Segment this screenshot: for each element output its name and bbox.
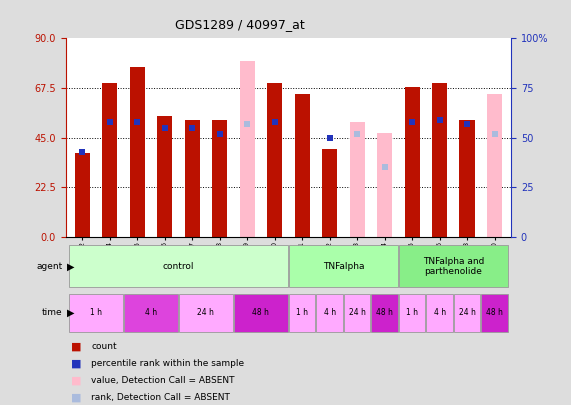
Text: ■: ■ <box>71 375 82 385</box>
Bar <box>322 149 337 237</box>
Bar <box>179 294 233 332</box>
Bar <box>481 294 508 332</box>
Text: 48 h: 48 h <box>252 308 270 318</box>
Point <box>380 164 389 171</box>
Text: percentile rank within the sample: percentile rank within the sample <box>91 359 244 368</box>
Text: 24 h: 24 h <box>198 308 214 318</box>
Text: ▶: ▶ <box>67 308 74 318</box>
Bar <box>404 87 420 237</box>
Bar <box>289 294 315 332</box>
Text: 1 h: 1 h <box>406 308 418 318</box>
Bar <box>316 294 343 332</box>
Point <box>435 117 444 123</box>
Text: ▶: ▶ <box>67 261 74 271</box>
Bar <box>157 116 172 237</box>
Bar <box>377 133 392 237</box>
Text: 48 h: 48 h <box>376 308 393 318</box>
Point <box>105 119 114 125</box>
Bar <box>349 122 365 237</box>
Bar <box>240 60 255 237</box>
Bar <box>289 245 398 287</box>
Bar <box>102 83 117 237</box>
Text: ■: ■ <box>71 392 82 402</box>
Text: 4 h: 4 h <box>324 308 336 318</box>
Text: GDS1289 / 40997_at: GDS1289 / 40997_at <box>175 18 305 31</box>
Text: 4 h: 4 h <box>145 308 157 318</box>
Point <box>352 130 361 137</box>
Point <box>325 134 334 141</box>
Bar <box>124 294 178 332</box>
Text: 48 h: 48 h <box>486 308 503 318</box>
Text: value, Detection Call = ABSENT: value, Detection Call = ABSENT <box>91 376 235 385</box>
Bar <box>344 294 370 332</box>
Text: TNFalpha and
parthenolide: TNFalpha and parthenolide <box>423 257 484 276</box>
Bar <box>399 245 508 287</box>
Bar <box>75 153 90 237</box>
Point <box>215 130 224 137</box>
Point <box>243 121 252 127</box>
Text: rank, Detection Call = ABSENT: rank, Detection Call = ABSENT <box>91 393 230 402</box>
Bar <box>427 294 453 332</box>
Bar <box>432 83 447 237</box>
Point <box>270 119 279 125</box>
Text: 24 h: 24 h <box>459 308 476 318</box>
Bar <box>184 120 200 237</box>
Text: 1 h: 1 h <box>90 308 102 318</box>
Point <box>187 125 196 131</box>
Point <box>160 125 169 131</box>
Bar <box>130 67 144 237</box>
Bar <box>267 83 282 237</box>
Text: ■: ■ <box>71 341 82 351</box>
Bar <box>454 294 480 332</box>
Text: agent: agent <box>37 262 63 271</box>
Point <box>132 119 142 125</box>
Bar <box>295 94 309 237</box>
Text: 4 h: 4 h <box>433 308 445 318</box>
Bar <box>371 294 398 332</box>
Text: time: time <box>42 308 63 318</box>
Point <box>78 148 87 155</box>
Text: 24 h: 24 h <box>349 308 365 318</box>
Text: TNFalpha: TNFalpha <box>323 262 364 271</box>
Bar <box>69 245 288 287</box>
Text: count: count <box>91 342 117 351</box>
Bar <box>487 94 502 237</box>
Point <box>463 121 472 127</box>
Bar <box>460 120 475 237</box>
Bar <box>69 294 123 332</box>
Point <box>408 119 417 125</box>
Text: ■: ■ <box>71 358 82 368</box>
Bar <box>234 294 288 332</box>
Text: control: control <box>163 262 194 271</box>
Text: 1 h: 1 h <box>296 308 308 318</box>
Bar <box>399 294 425 332</box>
Point <box>490 130 499 137</box>
Bar <box>212 120 227 237</box>
